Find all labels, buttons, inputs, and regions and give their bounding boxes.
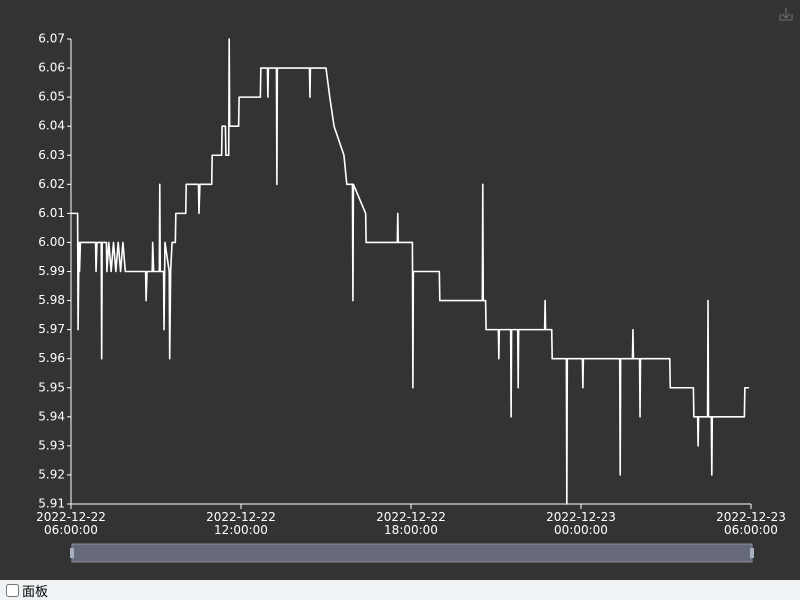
y-tick-label: 5.95	[38, 380, 65, 394]
panel-label: 面板	[22, 585, 49, 600]
y-tick-label: 6.03	[38, 148, 65, 162]
y-tick-label: 6.01	[38, 206, 65, 220]
y-tick-label: 6.00	[38, 235, 65, 249]
y-tick-label: 5.91	[38, 497, 65, 511]
zoom-handle-left[interactable]	[70, 548, 74, 558]
series-line	[71, 38, 750, 505]
chart-background	[0, 0, 800, 580]
x-tick-label: 2022-12-23 06:00:00	[716, 510, 786, 537]
y-tick-label: 5.98	[38, 293, 65, 307]
x-tick-label: 2022-12-22 18:00:00	[376, 510, 446, 537]
y-tick-label: 6.06	[38, 61, 65, 75]
x-tick-label-line: 2022-12-22	[36, 510, 106, 524]
chart: 5.91 5.92 5.93 5.94 5.95 5.96 5.97 5.98 5.99 6.00…	[0, 0, 800, 580]
x-tick-label: 2022-12-22 12:00:00	[206, 510, 276, 537]
y-tick-label: 6.02	[38, 177, 65, 191]
y-tick-label: 5.92	[38, 467, 65, 481]
x-tick-label-line: 06:00:00	[724, 523, 778, 537]
y-tick-label: 6.07	[38, 32, 65, 46]
x-tick-label-line: 2022-12-23	[546, 510, 616, 524]
x-tick-label-line: 2022-12-22	[376, 510, 446, 524]
y-tick-label: 6.05	[38, 90, 65, 104]
zoom-handle-right[interactable]	[750, 548, 754, 558]
download-icon[interactable]	[779, 8, 793, 21]
download-icon-tray[interactable]	[779, 14, 793, 21]
x-tick-label-line: 06:00:00	[44, 523, 98, 537]
panel-toggle[interactable]: 面板	[4, 581, 48, 600]
x-tick-label-line: 00:00:00	[554, 523, 608, 537]
y-tick-label: 5.96	[38, 351, 65, 365]
x-tick-label-line: 2022-12-23	[716, 510, 786, 524]
download-icon-arrow[interactable]	[781, 8, 791, 19]
zoom-track[interactable]	[71, 543, 753, 563]
y-tick-label: 5.97	[38, 322, 65, 336]
panel-checkbox[interactable]	[6, 584, 19, 597]
y-tick-label: 5.94	[38, 409, 65, 423]
y-tick-label: 5.99	[38, 264, 65, 278]
y-tick-label: 6.04	[38, 119, 65, 133]
x-tick-label: 2022-12-23 00:00:00	[546, 510, 616, 537]
x-tick-label-line: 18:00:00	[384, 523, 438, 537]
x-tick-label-line: 12:00:00	[214, 523, 268, 537]
x-tick-label: 2022-12-22 06:00:00	[36, 510, 106, 537]
data-zoom[interactable]	[70, 543, 754, 563]
y-tick-label: 5.93	[38, 438, 65, 452]
x-tick-label-line: 2022-12-22	[206, 510, 276, 524]
